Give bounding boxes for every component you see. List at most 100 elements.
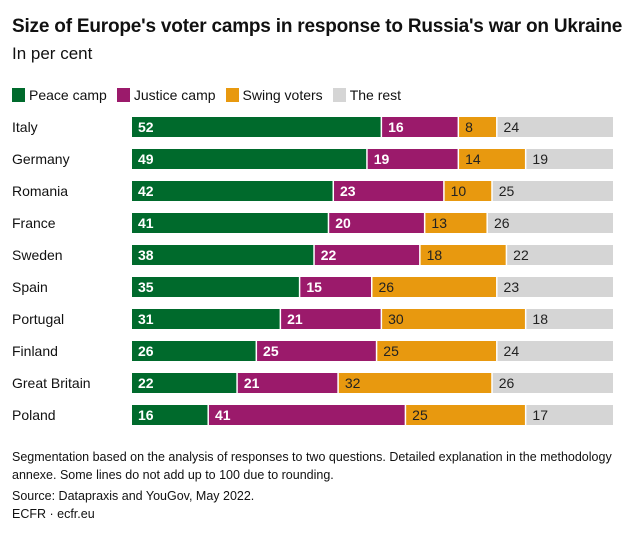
bar-spain-swing-voters [372, 277, 497, 297]
data-label-sweden-the-rest: 22 [513, 247, 529, 263]
source-text: Source: Datapraxis and YouGov, May 2022. [12, 489, 255, 503]
category-label-finland: Finland [12, 343, 58, 359]
data-label-spain-justice-camp: 15 [306, 279, 322, 295]
bar-france-the-rest [487, 213, 613, 233]
data-label-great-britain-peace-camp: 22 [138, 375, 154, 391]
legend-swatch-the-rest [332, 88, 346, 102]
bar-romania-swing-voters [444, 181, 492, 201]
bar-finland-the-rest [497, 341, 613, 361]
data-label-portugal-the-rest: 18 [532, 311, 548, 327]
data-label-finland-the-rest: 24 [504, 343, 520, 359]
category-label-italy: Italy [12, 119, 38, 135]
legend-label: Swing voters [242, 87, 323, 103]
bar-italy-peace-camp [132, 117, 381, 137]
bar-portugal-swing-voters [382, 309, 525, 329]
chart-subtitle: In per cent [12, 44, 93, 63]
bar-poland-the-rest [526, 405, 613, 425]
data-label-poland-peace-camp: 16 [138, 407, 154, 423]
legend-label: Peace camp [29, 87, 107, 103]
bar-germany-swing-voters [459, 149, 525, 169]
bar-spain-justice-camp [300, 277, 371, 297]
category-label-spain: Spain [12, 279, 48, 295]
legend: Peace camp Justice camp Swing voters The… [12, 87, 401, 103]
credit-text: ECFR · ecfr.eu [12, 507, 95, 521]
chart-title: Size of Europe's voter camps in response… [12, 16, 623, 37]
stacked-bar-chart: Italy 52 16 8 24 Germany 49 19 14 19 Romania 42 23 10… [12, 117, 613, 425]
data-label-romania-justice-camp: 23 [340, 183, 356, 199]
data-label-great-britain-justice-camp: 21 [244, 375, 260, 391]
data-label-france-peace-camp: 41 [138, 215, 154, 231]
bar-great-britain-swing-voters [338, 373, 492, 393]
bar-sweden-the-rest [507, 245, 613, 265]
data-label-italy-the-rest: 24 [504, 119, 520, 135]
data-label-romania-swing-voters: 10 [451, 183, 467, 199]
data-label-poland-swing-voters: 25 [412, 407, 428, 423]
bar-poland-peace-camp [132, 405, 208, 425]
bar-poland-justice-camp [208, 405, 405, 425]
category-label-france: France [12, 215, 56, 231]
legend-item-justice-camp: Justice camp [116, 87, 216, 103]
bar-sweden-peace-camp [132, 245, 314, 265]
bar-germany-justice-camp [367, 149, 458, 169]
data-label-spain-peace-camp: 35 [138, 279, 154, 295]
bar-portugal-the-rest [526, 309, 613, 329]
data-label-france-the-rest: 26 [494, 215, 510, 231]
bar-romania-peace-camp [132, 181, 333, 201]
data-label-finland-peace-camp: 26 [138, 343, 154, 359]
data-label-sweden-swing-voters: 18 [427, 247, 443, 263]
data-label-sweden-justice-camp: 22 [321, 247, 337, 263]
bar-romania-the-rest [492, 181, 613, 201]
bar-germany-peace-camp [132, 149, 367, 169]
data-label-romania-the-rest: 25 [499, 183, 515, 199]
data-label-germany-justice-camp: 19 [374, 151, 390, 167]
data-label-romania-peace-camp: 42 [138, 183, 154, 199]
bar-france-peace-camp [132, 213, 328, 233]
legend-swatch-peace-camp [12, 88, 25, 102]
data-label-portugal-swing-voters: 30 [388, 311, 404, 327]
data-label-italy-swing-voters: 8 [465, 119, 473, 135]
data-label-finland-swing-voters: 25 [383, 343, 399, 359]
bar-italy-the-rest [497, 117, 613, 137]
legend-item-the-rest: The rest [332, 87, 402, 103]
legend-label: Justice camp [133, 87, 216, 103]
legend-item-peace-camp: Peace camp [12, 87, 107, 103]
legend-label: The rest [349, 87, 402, 103]
data-label-france-swing-voters: 13 [431, 215, 447, 231]
category-label-great-britain: Great Britain [12, 375, 91, 391]
data-label-sweden-peace-camp: 38 [138, 247, 154, 263]
data-label-france-justice-camp: 20 [335, 215, 351, 231]
bar-great-britain-justice-camp [237, 373, 338, 393]
data-label-great-britain-the-rest: 26 [499, 375, 515, 391]
category-label-sweden: Sweden [12, 247, 63, 263]
bar-italy-swing-voters [459, 117, 497, 137]
category-label-germany: Germany [12, 151, 70, 167]
category-label-poland: Poland [12, 407, 56, 423]
bar-spain-peace-camp [132, 277, 299, 297]
bar-portugal-peace-camp [132, 309, 280, 329]
bar-germany-the-rest [526, 149, 613, 169]
bar-great-britain-peace-camp [132, 373, 237, 393]
category-label-romania: Romania [12, 183, 68, 199]
bar-france-swing-voters [425, 213, 487, 233]
data-label-germany-the-rest: 19 [532, 151, 548, 167]
legend-swatch-swing-voters [225, 88, 239, 102]
data-label-portugal-peace-camp: 31 [138, 311, 154, 327]
bar-finland-peace-camp [132, 341, 256, 361]
data-label-great-britain-swing-voters: 32 [345, 375, 361, 391]
bar-italy-justice-camp [382, 117, 458, 137]
data-label-italy-peace-camp: 52 [138, 119, 154, 135]
bar-france-justice-camp [329, 213, 424, 233]
chart-source: Source: Datapraxis and YouGov, May 2022.… [12, 487, 254, 523]
data-label-italy-justice-camp: 16 [388, 119, 404, 135]
bar-sweden-swing-voters [420, 245, 506, 265]
data-label-poland-justice-camp: 41 [215, 407, 231, 423]
data-label-spain-the-rest: 23 [504, 279, 520, 295]
bar-portugal-justice-camp [281, 309, 381, 329]
data-label-portugal-justice-camp: 21 [287, 311, 303, 327]
bar-sweden-justice-camp [314, 245, 420, 265]
data-label-finland-justice-camp: 25 [263, 343, 279, 359]
bar-romania-justice-camp [334, 181, 444, 201]
data-label-germany-swing-voters: 14 [465, 151, 481, 167]
chart-notes: Segmentation based on the analysis of re… [12, 450, 612, 482]
legend-item-swing-voters: Swing voters [225, 87, 323, 103]
